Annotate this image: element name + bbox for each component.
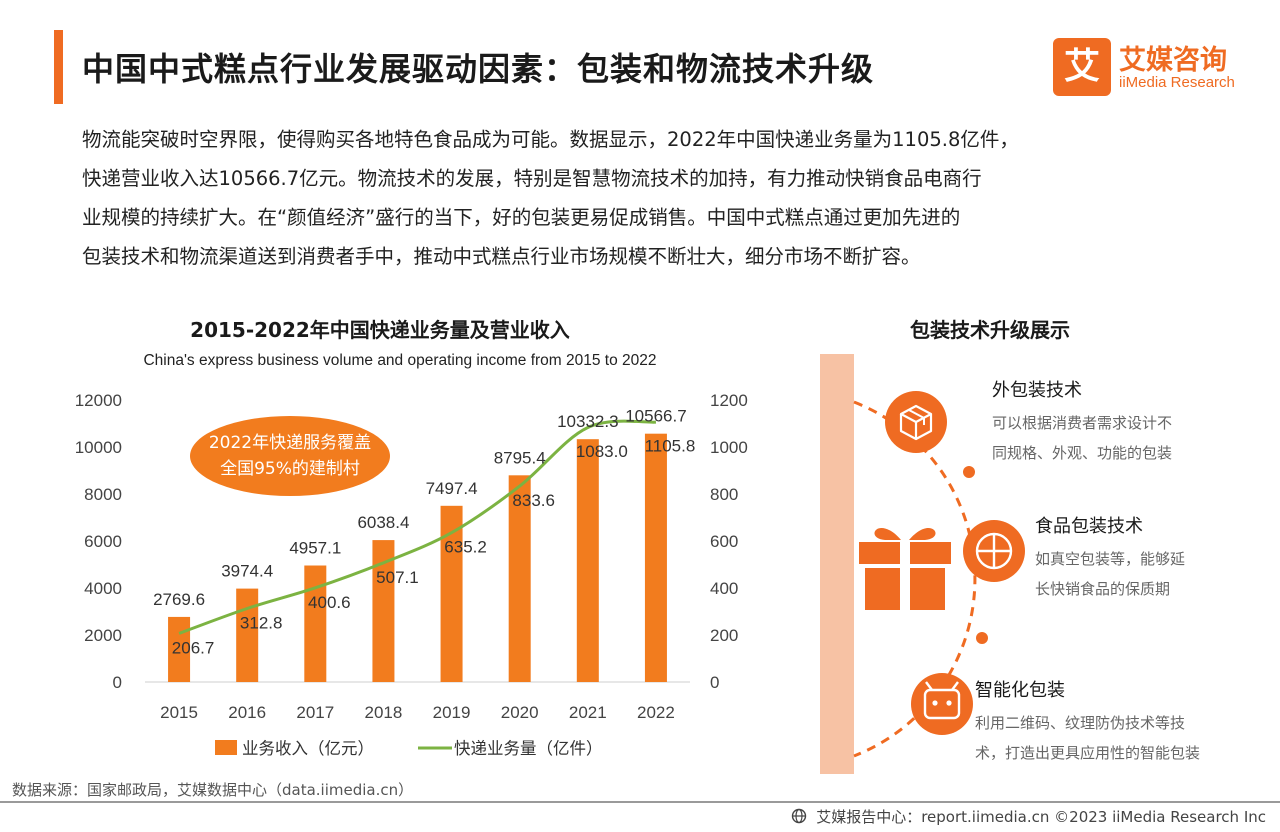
legend-line-label: 快递业务量（亿件） <box>454 739 603 758</box>
express-chart: 0 2000 4000 6000 8000 10000 12000 0 200 400 600 800… <box>75 391 748 758</box>
bar <box>236 588 259 682</box>
y-left-tick-label: 12000 <box>75 391 122 410</box>
logo-text-cn: 艾媒咨询 <box>1119 45 1227 76</box>
line-data-label: 635.2 <box>444 538 487 557</box>
gift-box-icon <box>859 527 951 610</box>
logo-mark: 艾 <box>1053 38 1111 96</box>
bar-data-label: 4957.1 <box>289 539 341 558</box>
y-left-tick-label: 2000 <box>84 626 122 645</box>
bar-data-label: 6038.4 <box>357 513 409 532</box>
chart-title: 2015-2022年中国快递业务量及营业收入 <box>190 318 570 342</box>
bar-data-label: 8795.4 <box>494 448 546 467</box>
bar <box>304 565 327 682</box>
desc-line: 利用二维码、纹理防伪技术等技 <box>975 714 1186 732</box>
desc-line: 术，打造出更具应用性的智能包装 <box>975 744 1201 762</box>
intro-line: 物流能突破时空界限，使得购买各地特色食品成为可能。数据显示，2022年中国快递业… <box>82 128 1019 151</box>
globe-icon <box>792 808 807 824</box>
bar-data-label: 10566.7 <box>625 407 686 426</box>
series-line <box>178 419 657 635</box>
bar <box>168 616 191 682</box>
desc-line: 长快销食品的保质期 <box>1035 580 1171 598</box>
y-right-tick-label: 400 <box>710 579 738 598</box>
y-left-tick-label: 10000 <box>75 438 122 457</box>
y-right-tick-label: 1200 <box>710 391 748 410</box>
package-item-desc: 如真空包装等，能够延 长快销食品的保质期 <box>1035 544 1280 604</box>
y-left-tick-label: 8000 <box>84 485 122 504</box>
bar <box>372 540 395 682</box>
line-data-label: 400.6 <box>308 593 351 612</box>
decorative-strip <box>820 354 854 774</box>
y-right-tick-label: 200 <box>710 626 738 645</box>
package-item-title: 外包装技术 <box>992 380 1082 401</box>
data-source: 数据来源：国家邮政局，艾媒数据中心（data.iimedia.cn） <box>12 781 414 799</box>
y-right-tick-label: 0 <box>710 673 719 692</box>
x-tick-label: 2015 <box>160 703 198 722</box>
bar-data-label: 10332.3 <box>557 412 618 431</box>
page-title: 中国中式糕点行业发展驱动因素：包装和物流技术升级 <box>82 50 875 88</box>
arc-dot <box>976 632 988 644</box>
package-item-desc: 利用二维码、纹理防伪技术等技 术，打造出更具应用性的智能包装 <box>975 708 1255 768</box>
x-tick-label: 2019 <box>433 703 471 722</box>
x-tick-label: 2016 <box>228 703 266 722</box>
line-data-label: 507.1 <box>376 568 419 587</box>
intro-line: 快递营业收入达10566.7亿元。物流技术的发展，特别是智慧物流技术的加持，有力… <box>82 167 982 190</box>
package-item-title: 智能化包装 <box>975 680 1065 701</box>
intro-paragraph: 物流能突破时空界限，使得购买各地特色食品成为可能。数据显示，2022年中国快递业… <box>82 120 1232 276</box>
desc-line: 同规格、外观、功能的包装 <box>992 444 1173 462</box>
bar <box>440 505 463 682</box>
y-left-tick-label: 0 <box>113 673 122 692</box>
box-icon <box>885 391 947 453</box>
legend-bar-label: 业务收入（亿元） <box>242 739 374 758</box>
footer-credit: 艾媒报告中心：report.iimedia.cn ©2023 iiMedia R… <box>791 806 1266 827</box>
y-right-tick-label: 800 <box>710 485 738 504</box>
logo-text-en: iiMedia Research <box>1119 74 1235 91</box>
y-right-tick-label: 1000 <box>710 438 748 457</box>
chart-subtitle: China's express business volume and oper… <box>143 352 657 369</box>
bar-data-label: 2769.6 <box>153 590 205 609</box>
line-data-label: 1083.0 <box>576 442 628 461</box>
package-item-desc: 可以根据消费者需求设计不 同规格、外观、功能的包装 <box>992 408 1252 468</box>
title-accent-bar <box>54 30 63 104</box>
bar <box>508 475 531 682</box>
annotation-text: 2022年快递服务覆盖 <box>209 433 371 453</box>
food-package-icon <box>963 520 1025 582</box>
footer-divider <box>0 801 1280 803</box>
packaging-title: 包装技术升级展示 <box>910 318 1070 342</box>
line-data-label: 312.8 <box>240 613 283 632</box>
desc-line: 可以根据消费者需求设计不 <box>992 414 1173 432</box>
y-left-tick-label: 6000 <box>84 532 122 551</box>
desc-line: 如真空包装等，能够延 <box>1035 550 1186 568</box>
x-tick-label: 2020 <box>501 703 539 722</box>
packaging-diagram <box>853 391 1025 758</box>
footer-credit-text: 艾媒报告中心：report.iimedia.cn ©2023 iiMedia R… <box>816 808 1266 826</box>
bar-data-label: 7497.4 <box>426 479 478 498</box>
intro-line: 包装技术和物流渠道送到消费者手中，推动中式糕点行业市场规模不断壮大，细分市场不断… <box>82 245 921 268</box>
annotation-text: 全国95%的建制村 <box>220 459 360 479</box>
x-tick-label: 2021 <box>569 703 607 722</box>
line-data-label: 833.6 <box>512 491 555 510</box>
logo: 艾 艾媒咨询 iiMedia Research <box>1053 38 1263 98</box>
y-right-tick-label: 600 <box>710 532 738 551</box>
arc-dot <box>963 466 975 478</box>
x-tick-label: 2017 <box>296 703 334 722</box>
x-tick-label: 2018 <box>365 703 403 722</box>
legend-bar-swatch <box>215 740 237 755</box>
x-tick-label: 2022 <box>637 703 675 722</box>
intro-line: 业规模的持续扩大。在“颜值经济”盛行的当下，好的包装更易促成销售。中国中式糕点通… <box>82 206 961 229</box>
package-item-title: 食品包装技术 <box>1035 516 1143 537</box>
line-data-label: 206.7 <box>172 638 215 657</box>
smart-package-icon <box>911 673 973 735</box>
bar <box>576 439 599 682</box>
line-data-label: 1105.8 <box>645 437 696 456</box>
bar <box>644 433 667 682</box>
y-left-tick-label: 4000 <box>84 579 122 598</box>
annotation-bubble <box>190 416 390 496</box>
bar-data-label: 3974.4 <box>221 562 273 581</box>
